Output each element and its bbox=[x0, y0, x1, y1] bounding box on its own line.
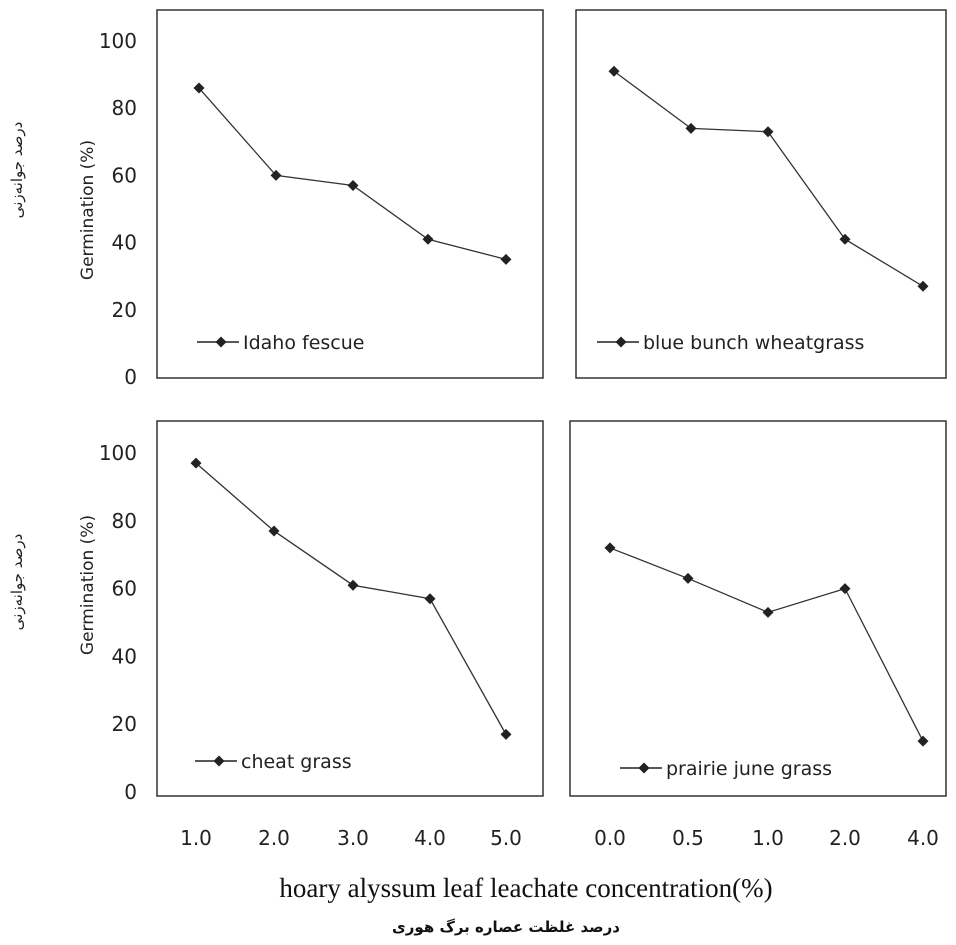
y-tick-label: 80 bbox=[112, 96, 137, 120]
x-tick-label: 1.0 bbox=[180, 826, 212, 850]
y-tick-label: 100 bbox=[99, 29, 137, 53]
x-tick-label: 2.0 bbox=[829, 826, 861, 850]
x-tick-label: 2.0 bbox=[258, 826, 290, 850]
data-point bbox=[839, 233, 851, 245]
data-point bbox=[762, 606, 774, 618]
y-tick-label: 100 bbox=[99, 441, 137, 465]
ylabel-top: Germination (%) bbox=[78, 140, 98, 280]
data-point bbox=[190, 457, 202, 469]
y-tick-label: 20 bbox=[112, 298, 137, 322]
data-point bbox=[422, 233, 434, 245]
panel-1: 0 20 40 60 80 100 Idaho fescue bbox=[99, 9, 544, 389]
data-point bbox=[608, 65, 620, 77]
data-point bbox=[270, 169, 282, 181]
ylabel-bottom: Germination (%) bbox=[78, 515, 98, 655]
data-point bbox=[424, 593, 436, 605]
data-point bbox=[762, 126, 774, 138]
legend: prairie june grass bbox=[620, 758, 832, 780]
x-axis-title-fa: درصد غلظت عصاره برگ هوری bbox=[392, 918, 620, 936]
panel-3: 0 20 40 60 80 100 1.0 2.0 3.0 4.0 5.0 cheat grass bbox=[99, 420, 544, 850]
y-tick-label: 80 bbox=[112, 509, 137, 533]
panel-4: 0.0 0.5 1.0 2.0 4.0 prairie june grass bbox=[569, 420, 947, 850]
x-axis-title: hoary alyssum leaf leachate concentratio… bbox=[279, 873, 772, 903]
legend: cheat grass bbox=[195, 751, 352, 773]
data-point bbox=[839, 583, 851, 595]
legend-label: prairie june grass bbox=[666, 758, 832, 780]
y-tick-label: 40 bbox=[112, 231, 137, 255]
plot-frame bbox=[156, 420, 544, 797]
panel-2: blue bunch wheatgrass bbox=[575, 9, 947, 379]
series-line bbox=[198, 87, 507, 261]
data-point bbox=[917, 735, 929, 747]
legend-label: cheat grass bbox=[241, 751, 352, 773]
ylabel-fa-bottom: درصد جوانه‌زنی bbox=[8, 534, 26, 631]
data-point bbox=[268, 525, 280, 537]
data-point bbox=[347, 179, 359, 191]
data-point bbox=[685, 122, 697, 134]
data-point bbox=[917, 280, 929, 292]
x-tick-label: 0.0 bbox=[594, 826, 626, 850]
y-tick-label: 20 bbox=[112, 712, 137, 736]
legend: blue bunch wheatgrass bbox=[597, 332, 864, 354]
ylabel-fa-top: درصد جوانه‌زنی bbox=[8, 122, 26, 219]
y-tick-label: 0 bbox=[124, 365, 137, 389]
y-tick-label: 40 bbox=[112, 644, 137, 668]
data-point bbox=[500, 728, 512, 740]
y-tick-label: 60 bbox=[112, 577, 137, 601]
x-tick-label: 3.0 bbox=[337, 826, 369, 850]
plot-frame bbox=[575, 9, 947, 379]
series-line bbox=[613, 70, 924, 287]
data-point bbox=[604, 542, 616, 554]
x-tick-label: 1.0 bbox=[752, 826, 784, 850]
x-tick-label: 0.5 bbox=[672, 826, 704, 850]
legend-label: blue bunch wheatgrass bbox=[643, 332, 864, 354]
legend-marker bbox=[638, 762, 650, 774]
y-tick-label: 0 bbox=[124, 780, 137, 804]
series-line bbox=[195, 462, 507, 735]
data-point bbox=[347, 579, 359, 591]
legend: Idaho fescue bbox=[197, 332, 364, 354]
legend-marker bbox=[215, 336, 227, 348]
y-tick-label: 60 bbox=[112, 163, 137, 187]
data-point bbox=[682, 572, 694, 584]
data-point bbox=[500, 253, 512, 265]
x-tick-label: 4.0 bbox=[907, 826, 939, 850]
x-tick-label: 5.0 bbox=[490, 826, 522, 850]
plot-frame bbox=[569, 420, 947, 797]
data-point bbox=[193, 82, 205, 94]
series-line bbox=[609, 547, 924, 742]
plot-frame bbox=[156, 9, 544, 379]
x-tick-label: 4.0 bbox=[414, 826, 446, 850]
legend-marker bbox=[213, 755, 225, 767]
legend-marker bbox=[615, 336, 627, 348]
legend-label: Idaho fescue bbox=[243, 332, 364, 354]
